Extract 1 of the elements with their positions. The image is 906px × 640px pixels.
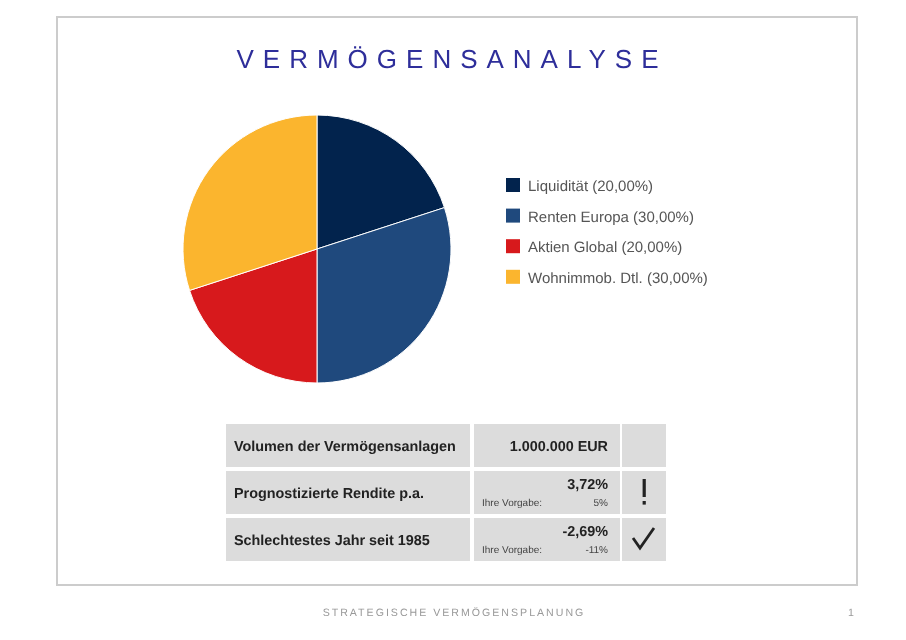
- chart-title: VERMÖGENSANALYSE: [236, 44, 668, 74]
